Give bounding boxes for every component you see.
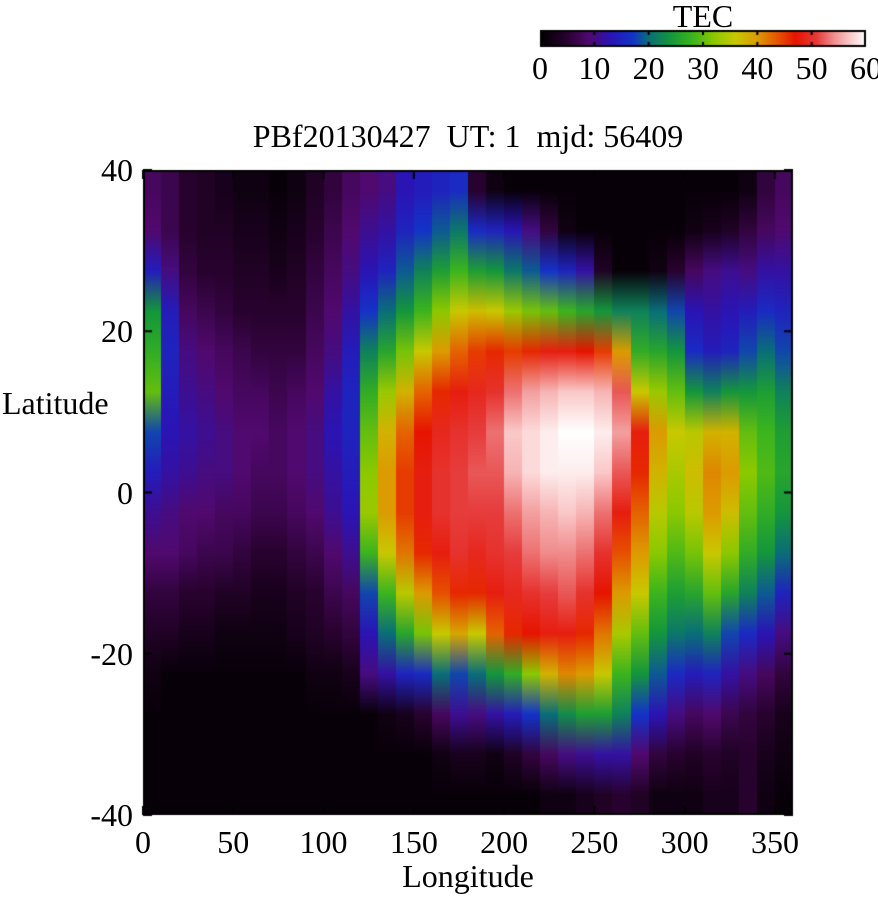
- x-tick-label: 200: [480, 824, 529, 860]
- x-tick-label: 100: [299, 824, 348, 860]
- x-tick-label: 50: [217, 824, 250, 860]
- colorbar-tick-label: 30: [687, 50, 719, 86]
- colorbar-tick-label: 60: [850, 50, 878, 86]
- y-tick-label: -20: [90, 635, 133, 672]
- y-tick-label: 0: [117, 474, 133, 511]
- x-tick-label: 350: [750, 824, 799, 860]
- x-axis-label: Longitude: [402, 858, 534, 894]
- x-tick-label: 300: [660, 824, 709, 860]
- x-tick-label: 0: [135, 824, 151, 860]
- y-tick-label: 40: [101, 152, 133, 188]
- y-tick-label: -40: [90, 797, 133, 833]
- x-tick-label: 250: [570, 824, 619, 860]
- colorbar-tick-label: 0: [532, 50, 548, 86]
- colorbar-tick-label: 40: [741, 50, 774, 86]
- x-tick-label: 150: [389, 824, 438, 860]
- colorbar-tick-label: 50: [795, 50, 828, 86]
- colorbar-tick-label: 20: [632, 50, 665, 86]
- y-tick-label: 20: [101, 313, 133, 350]
- colorbar-tick-label: 10: [578, 50, 611, 86]
- colorbar-title: TEC: [672, 0, 734, 34]
- y-axis-label: Latitude: [2, 385, 109, 421]
- plot-title: PBf20130427 UT: 1 mjd: 56409: [252, 118, 684, 154]
